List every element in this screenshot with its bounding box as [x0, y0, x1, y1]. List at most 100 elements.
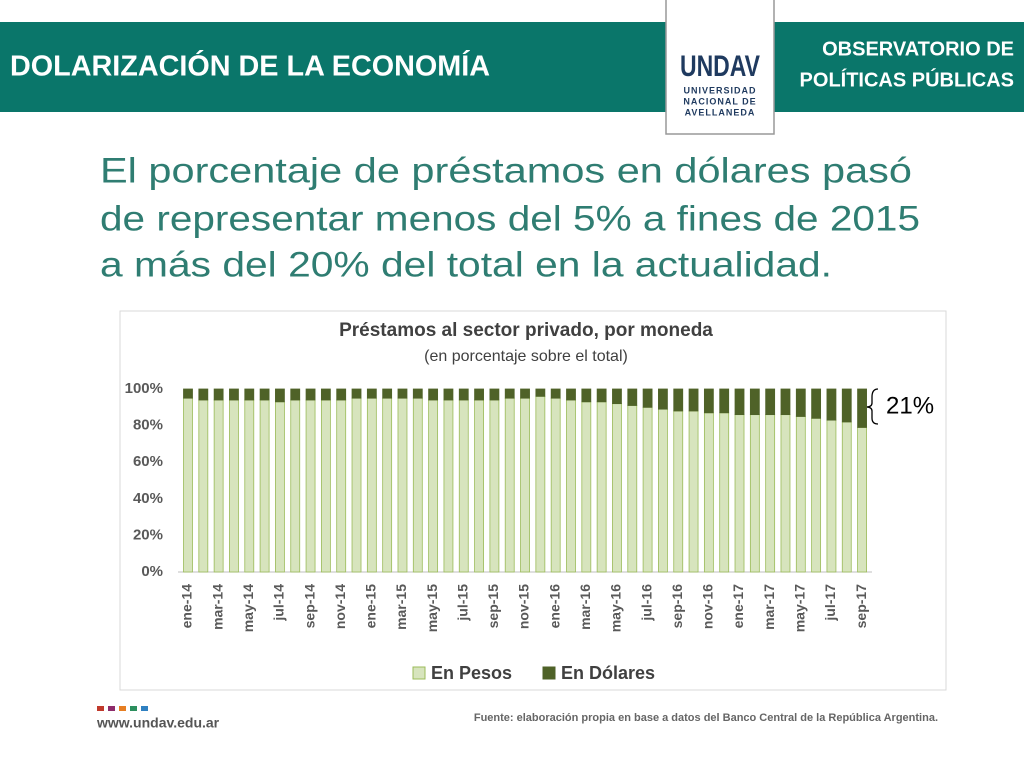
bar-segment [351, 397, 362, 573]
bar-segment [458, 388, 469, 401]
bar-segment [244, 399, 255, 573]
bar-segment [612, 388, 622, 405]
bar-segment [780, 388, 791, 416]
y-tick-label: 80% [133, 417, 163, 434]
bar-segment [688, 410, 699, 573]
x-tick-label: jul-14 [271, 584, 287, 622]
bar-segment [734, 414, 745, 573]
bar-segment [535, 388, 546, 397]
bar-segment [612, 403, 622, 573]
bar-segment [504, 388, 515, 399]
bar-segment [581, 388, 592, 403]
bar-segment [428, 388, 439, 401]
bar-segment [366, 388, 377, 399]
bar-segment [489, 399, 500, 573]
chart-frame [119, 310, 947, 691]
x-tick-label: sep-16 [669, 584, 685, 629]
bar-segment [857, 388, 867, 428]
bar-segment [658, 408, 668, 573]
x-tick-label: mar-17 [761, 584, 777, 630]
legend-label: En Pesos [431, 663, 512, 683]
bar-segment [566, 388, 576, 401]
bar-segment [550, 388, 561, 399]
bar-segment [366, 397, 377, 573]
bar-segment [183, 397, 193, 573]
bar-segment [397, 397, 408, 573]
bar-segment [382, 397, 393, 573]
x-tick-label: jul-17 [822, 584, 838, 622]
x-tick-label: jul-15 [454, 584, 470, 622]
bar-segment [351, 388, 362, 399]
logo-text: AVELLANEDA [685, 107, 756, 117]
bar-segment [397, 388, 408, 399]
bar-segment [520, 388, 530, 399]
bar-segment [841, 388, 852, 423]
y-tick-label: 60% [133, 453, 163, 470]
x-tick-label: mar-14 [209, 584, 225, 630]
bar-segment [428, 399, 439, 573]
bar-segment [382, 388, 393, 399]
bar-segment [320, 388, 331, 401]
logo-mark: UNDAV [680, 50, 760, 83]
y-tick-label: 20% [133, 526, 163, 543]
bar-segment [703, 412, 714, 573]
x-tick-label: may-17 [792, 584, 808, 632]
headline: El porcentaje de préstamos en dólares pa… [100, 151, 912, 190]
bar-segment [688, 388, 699, 412]
bar-segment [229, 388, 239, 401]
bar-segment [749, 388, 760, 416]
bar-segment [765, 414, 776, 573]
bar-segment [642, 388, 653, 408]
legend-swatch [412, 666, 426, 680]
x-tick-label: sep-14 [301, 584, 317, 629]
bar-segment [566, 399, 576, 573]
logo-text: NACIONAL DE [683, 96, 756, 106]
bar-segment [412, 397, 423, 573]
bar-segment [811, 417, 822, 573]
bar-segment [259, 388, 270, 401]
bar-segment [795, 388, 806, 417]
legend-swatch [542, 666, 556, 680]
y-tick-label: 40% [133, 490, 163, 507]
bar-segment [213, 388, 224, 401]
bar-segment [734, 388, 745, 416]
legend-label: En Dólares [561, 663, 655, 683]
footer-dots [97, 706, 148, 711]
org-name: OBSERVATORIO DE [822, 38, 1014, 60]
logo-text: UNIVERSIDAD [683, 85, 756, 95]
bar-segment [489, 388, 500, 401]
x-tick-label: ene-15 [363, 584, 379, 629]
bar-segment [765, 388, 776, 416]
bar-segment [229, 399, 239, 573]
bar-segment [596, 388, 607, 403]
chart-title: Préstamos al sector privado, por moneda [339, 320, 713, 341]
bar-segment [780, 414, 791, 573]
x-tick-label: nov-14 [332, 584, 348, 629]
x-tick-label: ene-16 [546, 584, 562, 629]
bar-segment [458, 399, 469, 573]
chart-subtitle: (en porcentaje sobre el total) [424, 348, 628, 365]
bar-segment [658, 388, 668, 410]
y-tick-label: 100% [125, 380, 163, 397]
x-tick-label: nov-16 [700, 584, 716, 629]
header-band [0, 22, 1024, 112]
bar-segment [841, 421, 852, 573]
x-tick-label: jul-16 [638, 584, 654, 622]
bar-segment [642, 406, 653, 573]
x-tick-label: ene-17 [730, 584, 746, 629]
x-tick-label: may-16 [608, 584, 624, 632]
bar-segment [703, 388, 714, 414]
bar-segment [474, 388, 484, 401]
bar-segment [198, 388, 209, 401]
plot: 0% 20% 40% 60% 80% 100% ene-14 mar-14 may-14 jul-… [125, 380, 872, 683]
bar-segment [336, 388, 347, 401]
bar-segment [627, 388, 638, 406]
footer-url: www.undav.edu.ar [96, 715, 220, 731]
bar-segment [305, 399, 316, 573]
bar-segment [811, 388, 822, 419]
bar-segment [443, 388, 454, 401]
bar-segment [504, 397, 515, 573]
bar-segment [719, 388, 730, 414]
bar-segment [305, 388, 316, 401]
